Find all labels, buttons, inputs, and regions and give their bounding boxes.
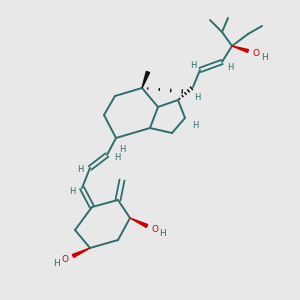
Text: H: H (77, 166, 83, 175)
Text: H: H (192, 121, 198, 130)
Text: O: O (152, 226, 158, 235)
Text: H: H (160, 230, 167, 238)
Polygon shape (142, 71, 150, 88)
Polygon shape (232, 46, 248, 52)
Text: O: O (61, 256, 68, 265)
Polygon shape (72, 248, 90, 257)
Text: H: H (69, 187, 75, 196)
Text: H: H (194, 92, 200, 101)
Text: H: H (227, 64, 233, 73)
Text: H: H (114, 152, 120, 161)
Text: H: H (119, 146, 125, 154)
Text: H: H (261, 52, 267, 62)
Polygon shape (130, 218, 148, 227)
Text: O: O (253, 50, 260, 58)
Text: H: H (190, 61, 196, 70)
Text: H: H (54, 260, 60, 268)
